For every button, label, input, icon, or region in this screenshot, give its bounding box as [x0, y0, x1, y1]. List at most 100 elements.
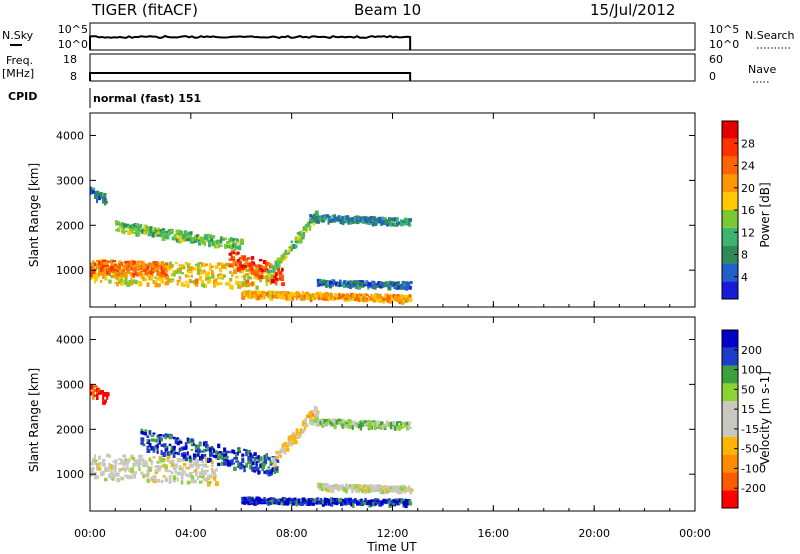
power-echo-cell	[351, 217, 356, 220]
power-echo-cell	[281, 294, 285, 300]
velocity-echo-cell	[202, 478, 207, 481]
power-echo-cell	[135, 223, 139, 226]
velocity-echo-cell	[353, 484, 357, 488]
power-echo-cell	[143, 224, 147, 230]
power-y-tick-label: 3000	[56, 174, 84, 187]
velocity-echo-cell	[317, 419, 322, 424]
power-echo-cell	[139, 223, 143, 227]
power-echo-cell	[193, 235, 197, 239]
power-colorbar-segment	[722, 156, 738, 175]
power-echo-cell	[367, 220, 371, 223]
velocity-colorbar-segment	[722, 401, 738, 419]
power-echo-cell	[330, 296, 334, 301]
velocity-echo-cell	[389, 485, 393, 490]
velocity-echo-cell	[140, 458, 145, 462]
velocity-echo-cell	[275, 460, 280, 463]
power-echo-cell	[115, 220, 120, 225]
velocity-echo-cell	[217, 463, 221, 466]
velocity-echo-cell	[140, 428, 144, 431]
velocity-echo-cell	[148, 467, 152, 472]
power-echo-cell	[181, 234, 185, 240]
power-echo-cell	[380, 296, 384, 299]
power-echo-cell	[166, 278, 171, 282]
power-echo-cell	[361, 280, 365, 284]
velocity-echo-cell	[267, 466, 271, 469]
nsearch-label: N.Search	[745, 29, 795, 42]
velocity-echo-cell	[136, 463, 140, 467]
velocity-echo-cell	[146, 478, 151, 483]
velocity-echo-cell	[403, 489, 406, 494]
power-echo-cell	[178, 264, 181, 267]
velocity-echo-cell	[356, 500, 361, 505]
velocity-echo-cell	[188, 455, 192, 459]
velocity-echo-cell	[223, 453, 227, 457]
velocity-echo-cell	[311, 412, 316, 417]
velocity-echo-cell	[102, 461, 105, 465]
power-echo-cell	[188, 279, 192, 284]
velocity-echo-cell	[146, 448, 151, 453]
power-echo-cell	[186, 275, 191, 278]
velocity-echo-cell	[255, 464, 259, 467]
velocity-echo-cell	[120, 476, 124, 481]
power-echo-cell	[286, 250, 289, 254]
velocity-echo-cell	[313, 498, 318, 503]
power-echo-cell	[98, 193, 101, 198]
power-echo-cell	[135, 228, 138, 233]
velocity-echo-band	[241, 496, 413, 509]
velocity-echo-cell	[202, 469, 207, 475]
velocity-echo-cell	[373, 425, 377, 430]
power-echo-cell	[134, 263, 138, 268]
freq-tick-top: 18	[63, 53, 77, 66]
power-echo-cell	[279, 291, 282, 295]
power-echo-cell	[250, 270, 254, 275]
velocity-colorbar-segment	[722, 454, 738, 473]
velocity-echo-cell	[275, 455, 280, 459]
velocity-echo-cell	[329, 484, 332, 488]
power-echo-cell	[130, 277, 133, 280]
velocity-plot-bg	[90, 317, 695, 511]
power-echo-cell	[184, 280, 188, 283]
velocity-echo-cell	[357, 421, 361, 424]
power-echo-layer	[90, 186, 413, 305]
velocity-echo-cell	[373, 422, 376, 427]
power-echo-cell	[115, 229, 119, 232]
power-echo-cell	[263, 295, 266, 300]
power-echo-cell	[121, 229, 125, 233]
power-echo-cell	[190, 275, 193, 278]
power-echo-cell	[205, 284, 207, 288]
velocity-echo-cell	[283, 442, 287, 445]
velocity-echo-cell	[207, 459, 211, 463]
power-echo-cell	[236, 266, 241, 272]
power-echo-cell	[213, 284, 216, 288]
power-echo-cell	[120, 278, 123, 283]
power-echo-cell	[172, 271, 176, 275]
power-echo-cell	[385, 282, 390, 286]
power-echo-cell	[390, 296, 394, 301]
velocity-echo-cell	[225, 453, 228, 457]
power-echo-cell	[123, 230, 126, 235]
power-echo-cell	[140, 260, 143, 266]
velocity-echo-cell	[315, 497, 320, 500]
velocity-echo-cell	[209, 476, 213, 479]
power-echo-cell	[192, 280, 196, 284]
power-echo-cell	[272, 265, 276, 270]
power-echo-cell	[406, 220, 410, 225]
power-echo-cell	[306, 222, 311, 227]
velocity-ylabel: Slant Range [km]	[27, 368, 41, 472]
velocity-echo-cell	[377, 486, 381, 491]
power-echo-cell	[271, 279, 275, 284]
velocity-echo-cell	[243, 465, 246, 469]
velocity-echo-cell	[128, 469, 131, 473]
power-echo-cell	[100, 261, 104, 266]
power-echo-cell	[240, 239, 244, 244]
velocity-echo-cell	[174, 469, 177, 474]
velocity-echo-cell	[393, 487, 396, 493]
velocity-echo-cell	[154, 469, 157, 473]
velocity-echo-cell	[265, 498, 270, 502]
velocity-echo-cell	[104, 392, 107, 397]
power-echo-cell	[351, 284, 354, 287]
power-echo-cell	[255, 293, 259, 297]
velocity-echo-cell	[388, 423, 392, 427]
nsky-tick-top: 10^5	[58, 23, 88, 36]
power-echo-cell	[253, 290, 257, 295]
